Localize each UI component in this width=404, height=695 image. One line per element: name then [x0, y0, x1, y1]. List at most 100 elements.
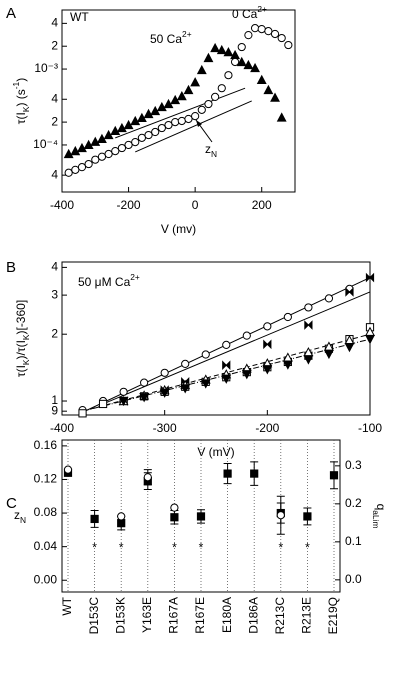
marker: [284, 40, 293, 50]
y-tick-label: 0.08: [34, 505, 58, 519]
marker: [118, 396, 129, 407]
marker: [250, 469, 259, 478]
text-part: N: [211, 149, 217, 159]
fit-line: [102, 291, 371, 405]
arrow-head: [196, 120, 202, 127]
marker: [324, 294, 334, 303]
marker: [222, 340, 231, 349]
x-tick-label: -300: [153, 421, 177, 435]
marker: [264, 27, 273, 36]
annotation: WT: [70, 10, 89, 24]
marker: [71, 165, 80, 174]
marker: [210, 42, 221, 53]
marker: [70, 145, 81, 156]
significance-mark: *: [92, 541, 97, 555]
text-part: N: [20, 515, 26, 525]
y-tick-label: 0.12: [34, 472, 58, 486]
marker: [365, 335, 375, 345]
marker: [160, 368, 169, 377]
text-part: WT: [70, 10, 89, 24]
marker: [131, 138, 140, 147]
y-tick-label: 9: [51, 403, 58, 417]
x-tick-label: R213E: [300, 597, 314, 634]
marker: [345, 287, 354, 297]
x-axis-label: V (mV): [197, 445, 234, 459]
annotation: zN: [205, 142, 217, 159]
text-part: 0 Ca: [232, 7, 258, 21]
y2-axis-label: qaLim: [371, 504, 388, 529]
x-tick-label: R167A: [167, 597, 181, 634]
y-tick-label: 0.00: [34, 572, 58, 586]
significance-mark: *: [119, 541, 124, 555]
text-part: K: [21, 359, 31, 365]
marker: [78, 409, 87, 418]
marker: [176, 90, 187, 101]
y-tick-label: 0.04: [34, 539, 58, 553]
marker: [277, 33, 286, 43]
significance-mark: *: [278, 541, 283, 555]
marker: [98, 399, 108, 409]
y-tick-label: 2: [51, 114, 58, 128]
text-part: τ(I: [14, 365, 28, 377]
marker: [263, 84, 274, 95]
plot-frame: [61, 9, 296, 193]
marker: [190, 77, 201, 87]
y2-tick-label: 0.3: [345, 458, 362, 472]
marker: [143, 473, 152, 482]
x-tick-label: Y163E: [140, 597, 154, 633]
text-part: 50 μM Ca: [78, 275, 131, 289]
marker: [83, 139, 94, 150]
marker: [170, 503, 179, 512]
marker: [117, 143, 127, 153]
marker: [137, 133, 146, 142]
text-part: )[-360]: [14, 300, 28, 335]
y2-tick-label: 0.0: [345, 572, 362, 586]
y-tick-label: 4: [51, 260, 58, 274]
y-tick-label: 10⁻³: [34, 61, 58, 75]
text-part: )/τ(I: [14, 340, 28, 359]
marker: [276, 511, 285, 520]
marker: [324, 349, 334, 360]
marker: [217, 84, 226, 93]
text-part: ): [14, 78, 28, 82]
marker: [365, 272, 375, 283]
y2-tick-label: 0.2: [345, 496, 362, 510]
marker: [282, 360, 293, 370]
marker: [177, 116, 186, 126]
x-tick-label: D153C: [87, 597, 101, 635]
marker: [230, 57, 240, 67]
marker: [196, 512, 206, 521]
marker: [303, 355, 314, 365]
text-part: τ(I: [14, 112, 28, 124]
marker: [130, 115, 141, 126]
text-part: V (mV): [197, 445, 234, 459]
text-part: ) (s: [14, 89, 28, 106]
marker: [204, 99, 213, 109]
marker: [201, 350, 210, 359]
marker: [91, 155, 100, 164]
y-tick-label: 3: [51, 287, 58, 301]
marker: [63, 465, 73, 474]
marker: [263, 322, 272, 331]
marker: [90, 514, 99, 524]
marker: [111, 147, 120, 156]
marker: [184, 114, 193, 124]
marker: [223, 469, 232, 478]
panel-letter: B: [6, 259, 16, 276]
marker: [250, 24, 260, 33]
x-tick-label: D186A: [246, 597, 260, 634]
marker: [183, 84, 194, 95]
marker: [159, 388, 170, 398]
x-tick-label: 0: [192, 198, 199, 212]
marker: [242, 331, 251, 340]
marker: [90, 136, 101, 146]
marker: [181, 359, 190, 368]
text-part: z: [205, 142, 211, 156]
marker: [170, 513, 179, 522]
marker: [116, 122, 127, 133]
y-axis-label: zN: [14, 508, 26, 525]
y2-tick-label: 0.1: [345, 534, 362, 548]
marker: [180, 384, 191, 394]
x-tick-label: WT: [60, 596, 74, 615]
